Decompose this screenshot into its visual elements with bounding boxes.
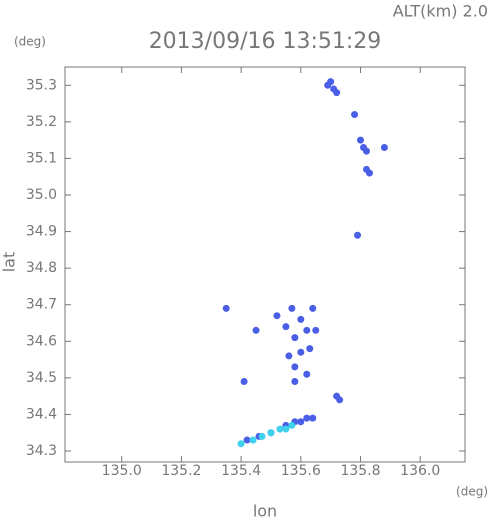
echo-point xyxy=(354,231,362,239)
echo-point xyxy=(276,425,284,433)
echo-point xyxy=(237,440,245,448)
echo-point xyxy=(309,304,317,312)
echo-point xyxy=(336,396,344,404)
echo-point xyxy=(285,352,293,360)
echo-point xyxy=(267,429,275,437)
x-tick-label: 136.0 xyxy=(400,463,440,479)
chart-title: 2013/09/16 13:51:29 xyxy=(149,29,382,54)
y-tick-label: 34.6 xyxy=(26,333,57,349)
y-tick-label: 34.9 xyxy=(26,224,57,240)
echo-point xyxy=(380,143,388,151)
echo-point xyxy=(297,315,305,323)
echo-point xyxy=(309,414,317,422)
y-axis-label: lat xyxy=(0,252,19,273)
echo-point xyxy=(312,326,320,334)
echo-point xyxy=(297,348,305,356)
echo-point xyxy=(282,425,290,433)
y-tick-label: 35.3 xyxy=(26,77,57,93)
echo-point xyxy=(351,111,359,119)
y-tick-label: 34.5 xyxy=(26,370,57,386)
y-unit: (deg) xyxy=(14,35,46,49)
subtitle: ALT(km) 2.0 xyxy=(393,2,488,21)
echo-point xyxy=(240,378,248,386)
x-axis-label: lon xyxy=(253,502,277,521)
echo-point xyxy=(365,169,373,177)
echo-point xyxy=(291,378,299,386)
x-unit: (deg) xyxy=(456,485,488,499)
echo-point xyxy=(243,436,251,444)
y-tick-label: 35.1 xyxy=(26,150,57,166)
y-tick-label: 34.8 xyxy=(26,260,57,276)
y-tick-label: 35.0 xyxy=(26,187,57,203)
echo-point xyxy=(303,326,311,334)
echo-point xyxy=(291,363,299,371)
echo-point xyxy=(258,432,266,440)
echo-point xyxy=(303,370,311,378)
echo-point xyxy=(362,147,370,155)
x-tick-label: 135.2 xyxy=(161,463,201,479)
y-tick-label: 34.3 xyxy=(26,443,57,459)
echo-point xyxy=(291,334,299,342)
echo-point xyxy=(324,81,332,89)
x-tick-label: 135.8 xyxy=(340,463,380,479)
echo-point xyxy=(357,136,365,144)
x-tick-label: 135.4 xyxy=(221,463,261,479)
y-tick-label: 35.2 xyxy=(26,114,57,130)
echo-point xyxy=(288,421,296,429)
y-tick-label: 34.4 xyxy=(26,406,57,422)
echo-point xyxy=(303,414,311,422)
y-tick-label: 34.7 xyxy=(26,297,57,313)
echo-point xyxy=(288,304,296,312)
echo-point xyxy=(252,326,260,334)
echo-point xyxy=(306,345,314,353)
echo-point xyxy=(222,304,230,312)
echo-point xyxy=(249,436,257,444)
echo-point xyxy=(333,89,341,97)
echo-point xyxy=(273,312,281,320)
echo-point xyxy=(282,323,290,331)
x-tick-label: 135.0 xyxy=(102,463,142,479)
x-tick-label: 135.6 xyxy=(281,463,321,479)
plot-frame xyxy=(64,66,466,463)
echo-point xyxy=(297,418,305,426)
